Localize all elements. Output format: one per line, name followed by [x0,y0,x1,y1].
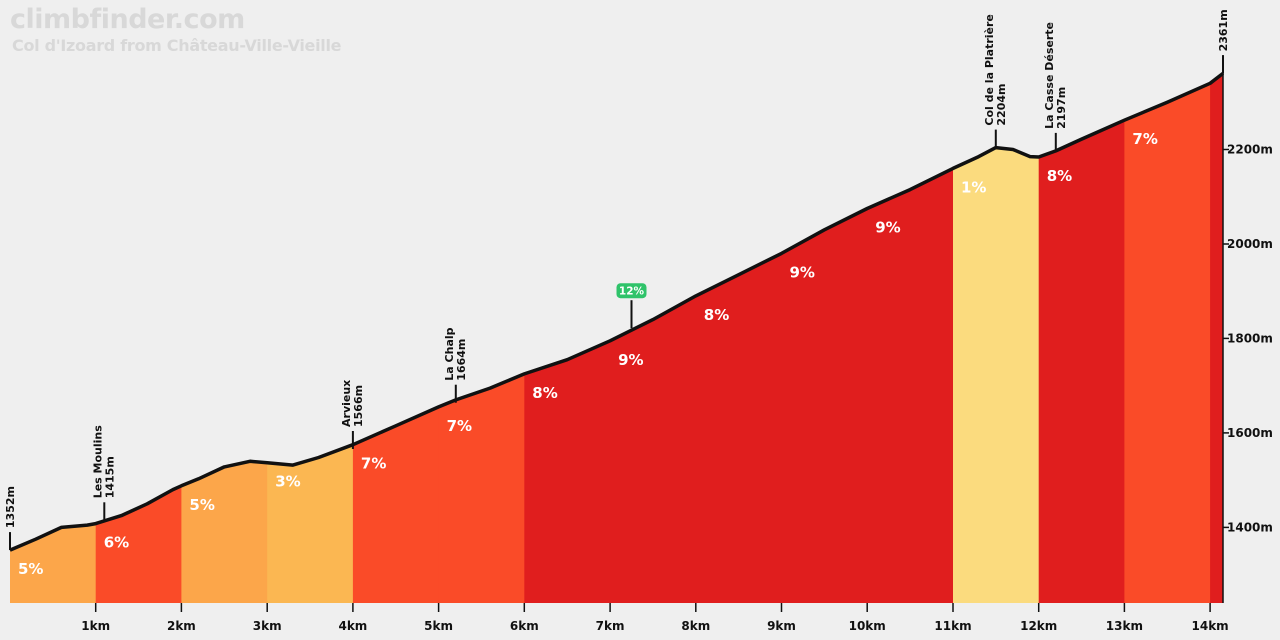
waypoint-altitude: 2197m [1055,87,1068,129]
x-tick-label: 10km [849,619,886,633]
max-gradient-marker: 12% [616,283,647,329]
x-tick-label: 13km [1106,619,1143,633]
y-tick-label: 1800m [1227,331,1273,345]
gradient-label: 5% [189,496,214,514]
waypoint-label: Arvieux 1566m [340,380,365,427]
gradient-label: 8% [1047,167,1072,185]
gradient-segment [1210,73,1223,603]
x-tick-label: 12km [1020,619,1057,633]
max-gradient-label: 12% [619,286,645,298]
x-axis: 1km 2km 3km 4km 5km 6km 7km 8km 9km 10km 11km 12km 1… [81,603,1229,633]
x-tick-label: 9km [767,619,796,633]
gradient-labels: 5% 6% 5% 3% 7% 7% 8% 9% 8% 9% 9% 1% 8% 7% [18,130,1158,578]
y-tick-label: 1400m [1227,520,1273,534]
waypoint-altitude: 1566m [352,385,365,427]
gradient-label: 3% [275,473,300,491]
waypoint-name: La Casse Déserte [1043,22,1056,129]
gradient-segment [438,73,525,603]
gradient-segment [524,73,611,603]
y-tick-label: 2000m [1227,237,1273,251]
gradient-segment [267,73,354,603]
gradient-label: 7% [1132,130,1157,148]
x-tick-label: 4km [338,619,367,633]
gradient-segment [10,73,97,603]
waypoint-label: La Casse Déserte 2197m [1043,22,1068,129]
waypoint-label: La Chalp 1664m [443,327,468,380]
gradient-label: 6% [104,534,129,552]
gradient-label: 7% [447,417,472,435]
gradient-segments [10,73,1223,603]
gradient-segment [867,73,954,603]
gradient-label: 8% [704,306,729,324]
waypoint-name: La Chalp [443,327,456,380]
x-tick-label: 1km [81,619,110,633]
gradient-label: 9% [618,351,643,369]
waypoint-name: Les Moulins [91,425,104,499]
gradient-label: 9% [875,219,900,237]
gradient-label: 9% [790,263,815,281]
climb-title: Col d'Izoard from Château-Ville-Vieille [12,36,342,55]
waypoint-markers: 1352m Les Moulins 1415m Arvieux 1566m La Chal… [4,9,1230,551]
waypoint-altitude: 1415m [103,456,116,498]
y-tick-label: 1600m [1227,426,1273,440]
x-tick-label: 3km [253,619,282,633]
x-tick-label: 2km [167,619,196,633]
waypoint-altitude: 1352m [4,486,17,528]
waypoint-altitude: 2361m [1217,9,1230,51]
waypoint-label: Les Moulins 1415m [91,425,116,499]
elevation-profile-line [9,72,1225,552]
gradient-segment [781,73,868,603]
y-tick-label: 2200m [1227,143,1273,157]
gradient-label: 8% [532,384,557,402]
y-axis: 1400m 1600m 1800m 2000m 2200m [1222,55,1273,603]
gradient-segment [352,73,440,603]
max-gradient-badge [616,283,647,299]
gradient-segment [1124,73,1211,603]
x-tick-label: 14km [1192,619,1229,633]
gradient-label: 5% [18,560,43,578]
x-tick-label: 7km [596,619,625,633]
gradient-segment [181,73,268,603]
waypoint-altitude: 1664m [455,339,468,381]
gradient-label: 1% [961,178,986,196]
waypoint-altitude: 2204m [995,84,1008,126]
waypoint-name: Arvieux [340,380,353,427]
gradient-segment [1038,73,1125,603]
site-brand[interactable]: climbfinder.com [10,4,245,35]
x-tick-label: 6km [510,619,539,633]
x-tick-label: 11km [934,619,971,633]
x-tick-label: 5km [424,619,453,633]
waypoint-label: Col de la Platrière 2204m [983,14,1008,125]
x-tick-label: 8km [681,619,710,633]
waypoint-label: 2361m [1217,9,1230,51]
gradient-label: 7% [361,455,386,473]
waypoint-label: 1352m [4,486,17,528]
waypoint-name: Col de la Platrière [983,14,996,125]
